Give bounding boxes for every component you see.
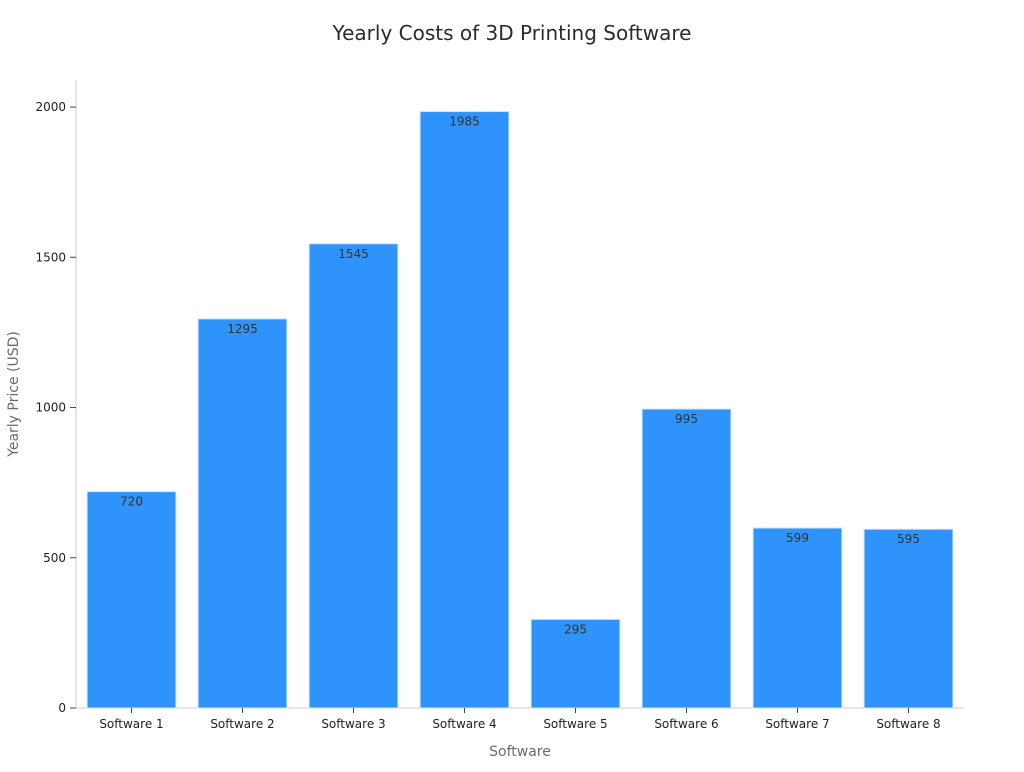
bar-1 — [86, 491, 177, 709]
data-label: 720 — [120, 495, 143, 509]
x-tick-label: Software 7 — [765, 717, 829, 731]
data-label: 295 — [564, 622, 587, 636]
x-tick-label: Software 2 — [210, 717, 274, 731]
bars-group: 720 1295 1545 1985 295 995 599 595 — [86, 111, 954, 709]
bar-2 — [197, 318, 288, 709]
data-label: 1985 — [449, 115, 480, 129]
x-axis-title: Software — [489, 744, 551, 760]
y-tick-label: 500 — [43, 551, 66, 565]
y-tick-label: 1000 — [35, 401, 66, 415]
y-tick-label: 0 — [58, 701, 66, 715]
x-tick-label: Software 6 — [654, 717, 718, 731]
y-axis-ticks: 0 500 1000 1500 2000 — [35, 100, 76, 715]
data-label: 1295 — [227, 322, 258, 336]
bar-8 — [863, 528, 954, 709]
bar-3 — [308, 243, 399, 709]
x-tick-label: Software 4 — [432, 717, 496, 731]
bar-7 — [752, 527, 843, 709]
y-axis-title: Yearly Price (USD) — [6, 331, 22, 458]
x-tick-label: Software 1 — [99, 717, 163, 731]
data-label: 595 — [897, 532, 920, 546]
data-label: 995 — [675, 412, 698, 426]
bar-4 — [419, 111, 510, 709]
chart-title: Yearly Costs of 3D Printing Software — [332, 21, 692, 45]
data-label: 1545 — [338, 247, 369, 261]
data-label: 599 — [786, 531, 809, 545]
y-tick-label: 2000 — [35, 100, 66, 114]
bar-6 — [641, 408, 732, 709]
x-tick-label: Software 5 — [543, 717, 607, 731]
y-tick-label: 1500 — [35, 250, 66, 264]
x-tick-label: Software 8 — [876, 717, 940, 731]
x-axis-ticks: Software 1 Software 2 Software 3 Software 4… — [99, 708, 941, 731]
x-tick-label: Software 3 — [321, 717, 385, 731]
